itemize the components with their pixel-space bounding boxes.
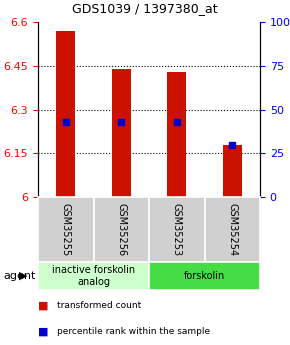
Text: GSM35256: GSM35256 bbox=[116, 203, 126, 256]
Text: ■: ■ bbox=[38, 300, 48, 310]
Text: GDS1039 / 1397380_at: GDS1039 / 1397380_at bbox=[72, 2, 218, 15]
Text: percentile rank within the sample: percentile rank within the sample bbox=[57, 327, 210, 336]
Text: agent: agent bbox=[3, 271, 35, 281]
Text: GSM35255: GSM35255 bbox=[61, 203, 71, 256]
Bar bbox=[167, 71, 186, 197]
Text: inactive forskolin
analog: inactive forskolin analog bbox=[52, 265, 135, 287]
Text: GSM35253: GSM35253 bbox=[172, 203, 182, 256]
Text: transformed count: transformed count bbox=[57, 301, 141, 310]
Bar bbox=[222, 145, 242, 197]
Text: forskolin: forskolin bbox=[184, 271, 225, 281]
Bar bbox=[112, 69, 131, 197]
Text: ■: ■ bbox=[38, 326, 48, 336]
Text: GSM35254: GSM35254 bbox=[227, 203, 237, 256]
Bar bbox=[56, 31, 75, 197]
Text: ▶: ▶ bbox=[19, 271, 28, 281]
